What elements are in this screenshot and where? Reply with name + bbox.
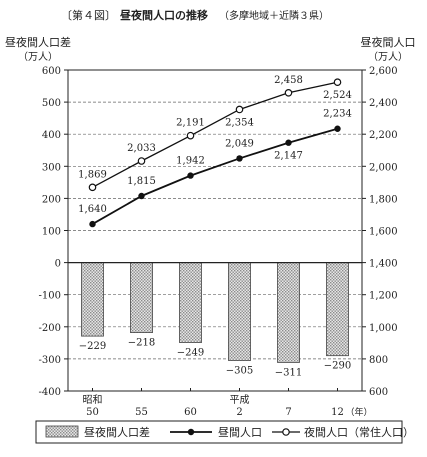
night-value-label: 2,191 (176, 118, 205, 129)
left-tick-label: 0 (55, 259, 61, 270)
daytime-population-line (92, 127, 338, 225)
daytime-population-point (285, 139, 292, 146)
night-population-point (88, 183, 97, 192)
daytime-value-label: 2,147 (274, 151, 303, 162)
left-tick-label: -100 (39, 291, 61, 302)
lines (88, 78, 342, 228)
bar-value-label: −229 (79, 341, 106, 352)
legend-bar-swatch (45, 425, 79, 438)
bar-value-label: −249 (177, 348, 204, 359)
left-tick-label: 300 (42, 162, 61, 173)
bar-value-label: −218 (128, 338, 155, 349)
bar (179, 262, 202, 343)
bar (130, 262, 153, 333)
right-tick-label: 1,200 (369, 291, 398, 302)
data-labels: −229 −218 −249 −305 −311 −290 1,869 2,033 2,191 2… (78, 75, 352, 379)
left-tick-label: 500 (42, 98, 61, 109)
daytime-population-point (89, 220, 96, 228)
bar-value-label: −311 (275, 367, 302, 378)
left-axis-title: 昼夜間人口差 (5, 35, 71, 49)
left-tick-label: -300 (39, 355, 61, 366)
daytime-population-point (334, 125, 341, 132)
x-category-label: 50 (86, 407, 99, 418)
right-tick-label: 800 (369, 355, 388, 366)
left-tick-label: 400 (42, 130, 61, 141)
night-value-label: 2,354 (225, 117, 254, 128)
x-category-label: 60 (184, 407, 197, 418)
grid (68, 101, 362, 360)
legend-daytime-label: 昼間人口 (218, 426, 262, 439)
legend-night-marker (282, 428, 290, 436)
x-category-label: 55 (135, 407, 148, 418)
night-value-label: 1,869 (78, 169, 107, 180)
legend-frame (35, 420, 403, 444)
right-tick-label: 1,400 (369, 259, 398, 270)
x-category-label: 7 (285, 407, 291, 418)
bar-value-label: −305 (226, 366, 253, 377)
plot-frame (67, 69, 363, 392)
x-axis: 昭和 平成 50 55 60 2 7 12 （年） (83, 394, 373, 418)
right-tick-label: 1,000 (369, 323, 398, 334)
left-tick-label: 600 (42, 66, 61, 77)
legend-daytime-marker (187, 428, 195, 436)
right-axis-title: 昼夜間人口 (361, 35, 416, 49)
chart-subtitle: （多摩地域＋近隣３県） (219, 9, 329, 22)
night-population-line (92, 81, 338, 188)
daytime-value-label: 2,234 (323, 109, 352, 120)
bar (326, 262, 349, 357)
right-tick-label: 2,600 (369, 66, 398, 77)
left-tick-label: -400 (39, 387, 61, 398)
bar-value-label: −290 (324, 361, 351, 372)
night-value-label: 2,524 (323, 90, 352, 101)
legend-night-label: 夜間人口（常住人口） (304, 425, 414, 439)
night-population-point (186, 131, 195, 140)
right-tick-label: 2,200 (369, 130, 398, 141)
daytime-value-label: 2,049 (225, 138, 254, 149)
night-population-point (333, 78, 342, 86)
night-value-label: 2,033 (127, 143, 156, 154)
right-tick-label: 1,600 (369, 227, 398, 238)
x-era-label: 昭和 (83, 394, 103, 406)
chart-title-prefix: 〔第４図〕 (61, 8, 116, 22)
left-tick-label: 100 (42, 227, 61, 238)
daytime-value-label: 1,815 (127, 176, 156, 187)
right-tick-label: 2,400 (369, 98, 398, 109)
night-population-point (137, 157, 146, 165)
x-era-label: 平成 (230, 394, 250, 406)
bar (81, 262, 104, 337)
night-population-point (284, 88, 293, 97)
x-category-label: 2 (236, 407, 242, 418)
daytime-population-point (187, 172, 194, 179)
bar (277, 262, 300, 363)
chart-title: 昼夜間人口の推移 (119, 8, 208, 22)
night-value-label: 2,458 (274, 75, 303, 86)
bars (81, 262, 349, 363)
daytime-population-point (236, 155, 243, 162)
daytime-value-label: 1,640 (78, 204, 107, 215)
x-category-label: 12 (331, 407, 344, 418)
left-tick-label: -200 (39, 323, 61, 334)
bar (228, 262, 251, 361)
daytime-population-point (138, 192, 145, 200)
left-axis-unit: （万人） (18, 51, 58, 63)
right-tick-label: 600 (369, 387, 388, 398)
right-axis-unit: （万人） (368, 51, 408, 63)
legend-bar-label: 昼夜間人口差 (84, 425, 150, 439)
legend: 昼夜間人口差 昼間人口 夜間人口（常住人口） (35, 420, 414, 444)
night-population-point (235, 105, 244, 114)
x-unit-label: （年） (346, 406, 373, 418)
right-tick-label: 2,000 (369, 162, 398, 173)
axes: -400 600 -300 800 -200 1,000 -100 1,200 0 1,400 10… (39, 66, 398, 398)
left-tick-label: 200 (42, 194, 61, 205)
right-tick-label: 1,800 (369, 194, 398, 205)
daytime-value-label: 1,942 (176, 156, 205, 167)
